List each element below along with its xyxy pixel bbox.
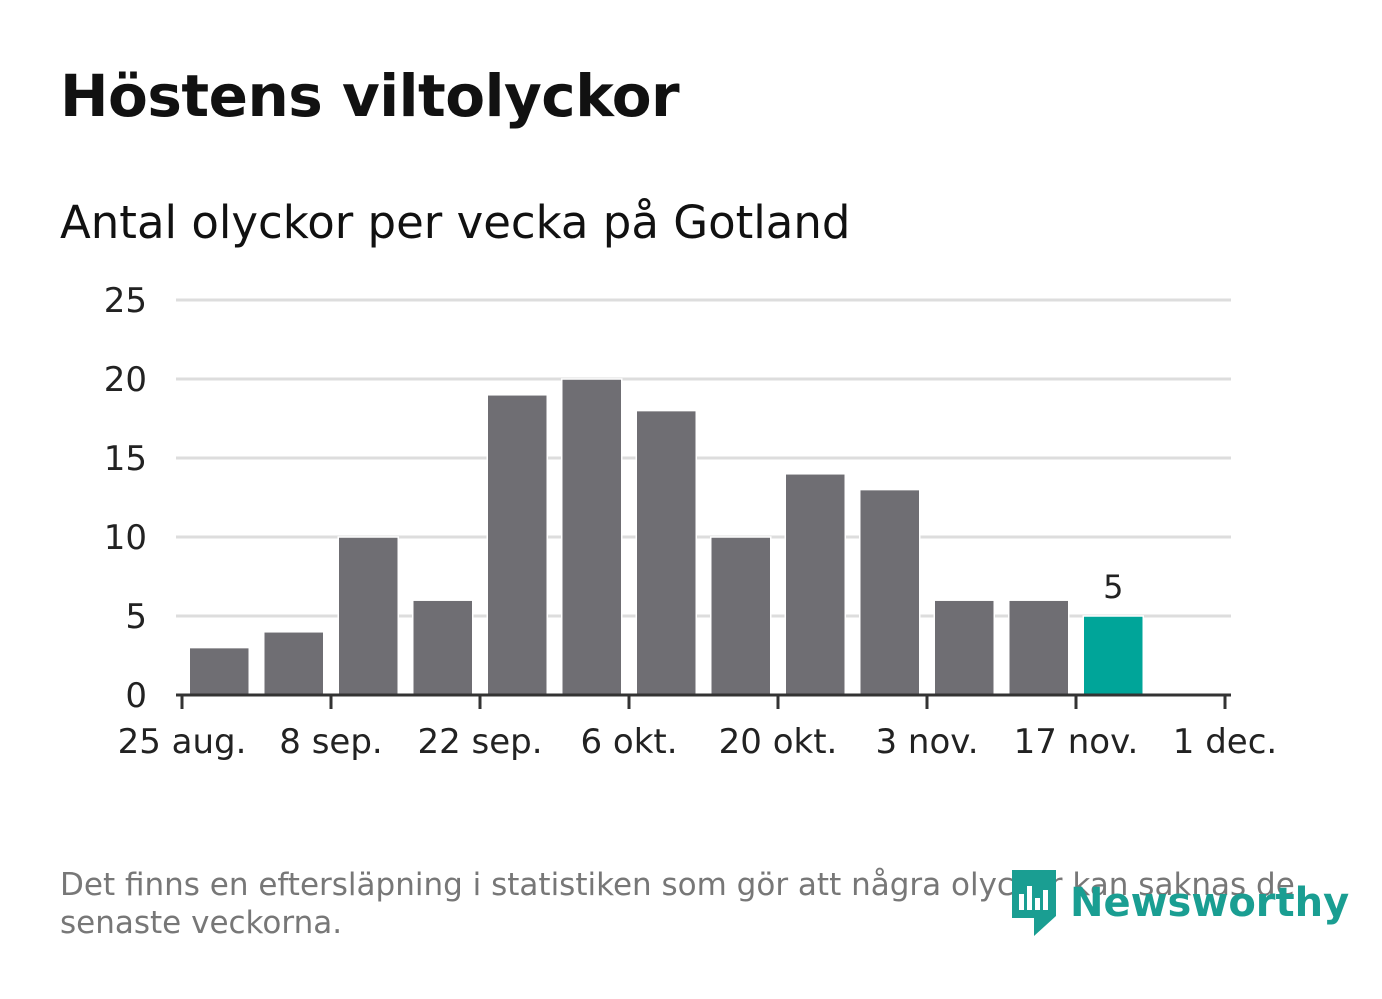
y-tick-label: 5 bbox=[125, 597, 147, 637]
bar bbox=[263, 631, 325, 696]
y-tick-label: 10 bbox=[104, 518, 147, 558]
x-tick-label: 22 sep. bbox=[417, 722, 542, 762]
y-tick-label: 25 bbox=[104, 281, 147, 321]
bar bbox=[1008, 599, 1070, 696]
x-tick-label: 17 nov. bbox=[1014, 722, 1139, 762]
y-tick-label: 20 bbox=[104, 360, 147, 400]
bar bbox=[933, 599, 995, 696]
bar bbox=[859, 488, 921, 696]
bar bbox=[784, 473, 846, 696]
footnote: Det finns en eftersläpning i statistiken… bbox=[60, 867, 1295, 941]
y-tick-label: 0 bbox=[125, 676, 147, 716]
bar bbox=[486, 394, 548, 696]
bar bbox=[412, 599, 474, 696]
bar bbox=[561, 378, 623, 696]
chart-subtitle: Antal olyckor per vecka på Gotland bbox=[60, 196, 851, 249]
chart-title: Höstens viltolyckor bbox=[60, 62, 680, 130]
x-tick-label: 1 dec. bbox=[1173, 722, 1277, 762]
newsworthy-logo-icon bbox=[1012, 870, 1056, 936]
bar bbox=[635, 409, 697, 696]
newsworthy-logo-text: Newsworthy bbox=[1070, 880, 1350, 926]
newsworthy-logo: Newsworthy bbox=[1008, 868, 1349, 938]
x-tick-label: 8 sep. bbox=[279, 722, 382, 762]
y-tick-label: 15 bbox=[104, 439, 147, 479]
bar bbox=[337, 536, 399, 696]
bar bbox=[710, 536, 772, 696]
data-label: 5 bbox=[1103, 568, 1123, 606]
x-tick-label: 6 okt. bbox=[580, 722, 677, 762]
bar bbox=[188, 646, 250, 696]
x-tick-label: 3 nov. bbox=[875, 722, 978, 762]
bar bbox=[1082, 615, 1144, 696]
x-tick-label: 20 okt. bbox=[719, 722, 838, 762]
x-tick-label: 25 aug. bbox=[118, 722, 247, 762]
